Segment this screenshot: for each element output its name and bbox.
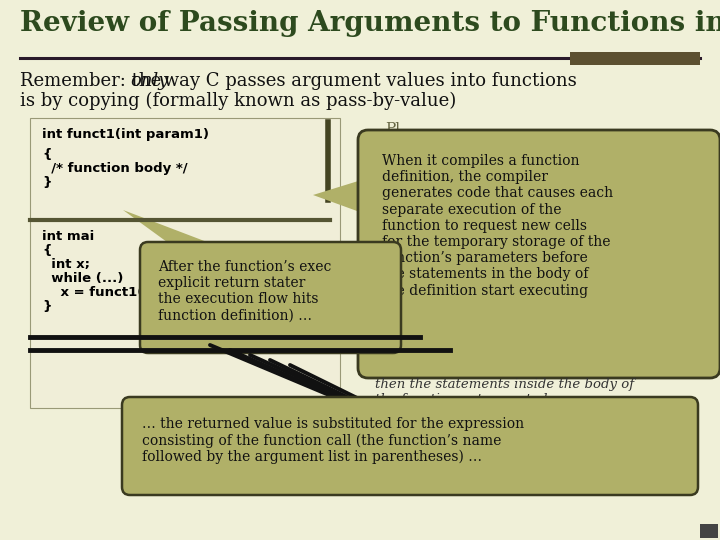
Text: int x;: int x; <box>42 258 90 271</box>
Text: is by copying (formally known as pass-by-value): is by copying (formally known as pass-by… <box>20 92 456 110</box>
FancyBboxPatch shape <box>140 242 401 353</box>
Text: only: only <box>130 72 168 90</box>
Bar <box>700 524 718 538</box>
Text: while (...): while (...) <box>42 272 123 285</box>
Polygon shape <box>123 210 228 250</box>
Text: Pl...: Pl... <box>385 122 415 136</box>
Text: {: { <box>42 148 52 161</box>
Text: Remember: the: Remember: the <box>20 72 167 90</box>
FancyBboxPatch shape <box>358 130 720 378</box>
Text: /* function body */: /* function body */ <box>42 162 188 175</box>
Text: … the returned value is substituted for the expression
consisting of the functio: … the returned value is substituted for … <box>142 417 524 464</box>
Text: Review of Passing Arguments to Functions in C: Review of Passing Arguments to Functions… <box>20 10 720 37</box>
Text: x = funct1(36*2) ..: x = funct1(36*2) .. <box>42 286 199 299</box>
Text: int mai: int mai <box>42 230 94 243</box>
Text: {: { <box>42 244 52 257</box>
Polygon shape <box>313 178 368 215</box>
Text: int funct1(int param1): int funct1(int param1) <box>42 128 209 141</box>
Text: }: } <box>42 300 52 313</box>
Text: way C passes argument values into functions: way C passes argument values into functi… <box>158 72 577 90</box>
Text: }: } <box>42 176 52 189</box>
Text: After the function’s exec
explicit return stater
the execution flow hits
functio: After the function’s exec explicit retur… <box>158 260 331 322</box>
Bar <box>30 118 340 408</box>
Text: When it compiles a function
definition, the compiler
generates code that causes : When it compiles a function definition, … <box>382 154 613 298</box>
Bar <box>570 52 700 65</box>
FancyBboxPatch shape <box>122 397 698 495</box>
Text: then the statements inside the body of
the function get executed: then the statements inside the body of t… <box>375 378 634 406</box>
